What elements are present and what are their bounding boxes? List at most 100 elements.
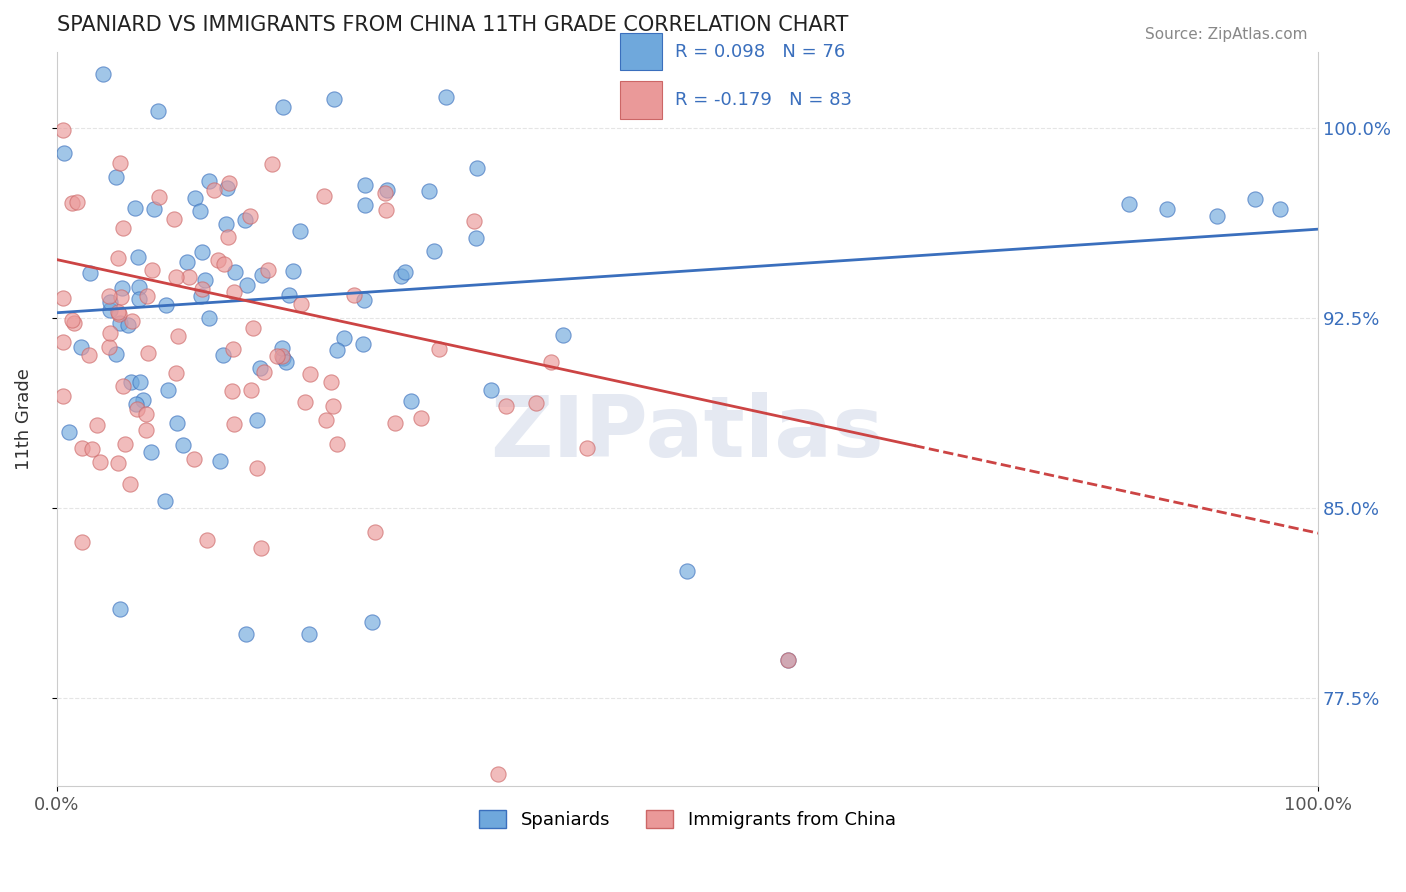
Point xyxy=(374,186,396,200)
Point xyxy=(132,393,155,408)
Point xyxy=(233,212,256,227)
Point xyxy=(271,351,294,366)
Point xyxy=(86,418,108,433)
Point xyxy=(98,302,121,317)
Point xyxy=(198,174,221,188)
Point xyxy=(153,494,176,508)
Point xyxy=(418,184,440,198)
Point xyxy=(179,269,201,284)
Point xyxy=(70,535,93,549)
Point xyxy=(394,265,416,279)
Point xyxy=(236,277,259,292)
Point xyxy=(195,533,218,548)
Point xyxy=(288,224,311,238)
Point xyxy=(183,452,205,467)
Point xyxy=(77,348,100,362)
Point xyxy=(111,220,134,235)
Point xyxy=(215,181,238,195)
Point xyxy=(60,313,83,327)
Point xyxy=(125,397,148,411)
Point xyxy=(218,177,240,191)
Point xyxy=(60,195,83,210)
Y-axis label: 11th Grade: 11th Grade xyxy=(15,368,32,470)
Point xyxy=(128,293,150,307)
Point xyxy=(52,335,75,350)
Point xyxy=(278,288,301,302)
Point xyxy=(98,295,121,310)
Point xyxy=(235,627,257,641)
Point xyxy=(202,183,225,197)
Point xyxy=(107,456,129,470)
Point xyxy=(52,145,75,160)
Point xyxy=(166,417,188,431)
Point xyxy=(82,442,104,457)
Point xyxy=(124,201,146,215)
Point xyxy=(125,402,148,417)
Point xyxy=(224,264,246,278)
Point xyxy=(353,293,375,308)
Point xyxy=(91,67,114,81)
Bar xyxy=(620,33,662,70)
Point xyxy=(70,441,93,455)
Point xyxy=(253,365,276,379)
Point xyxy=(436,90,458,104)
Point xyxy=(321,375,343,389)
Point xyxy=(141,262,163,277)
Point xyxy=(246,461,269,475)
Point xyxy=(167,329,190,343)
Point xyxy=(353,178,375,193)
Point xyxy=(676,564,699,578)
Point xyxy=(315,412,337,426)
Point xyxy=(118,477,141,491)
Point xyxy=(323,92,346,106)
Point xyxy=(290,297,312,311)
Point xyxy=(98,340,121,354)
Point xyxy=(127,250,149,264)
Point xyxy=(384,417,406,431)
Point xyxy=(326,343,349,358)
Point xyxy=(352,337,374,351)
Point xyxy=(217,230,239,244)
Point xyxy=(298,627,321,641)
Point xyxy=(553,328,575,343)
Point xyxy=(239,210,262,224)
Point xyxy=(343,288,366,302)
Point xyxy=(250,268,273,282)
Point xyxy=(298,367,321,381)
Point xyxy=(294,395,316,409)
Point xyxy=(79,266,101,280)
Point xyxy=(465,161,488,176)
Point xyxy=(117,318,139,332)
Point xyxy=(423,244,446,259)
Point xyxy=(191,282,214,296)
Point xyxy=(246,413,269,427)
Point xyxy=(111,281,134,295)
Point xyxy=(249,361,271,376)
Point xyxy=(128,279,150,293)
Text: R = 0.098   N = 76: R = 0.098 N = 76 xyxy=(675,44,845,62)
Point xyxy=(98,326,121,340)
Point xyxy=(524,395,547,409)
Point xyxy=(1270,202,1292,216)
Point xyxy=(465,231,488,245)
Point xyxy=(207,252,229,267)
Point xyxy=(411,411,433,425)
Point xyxy=(52,389,75,403)
Point xyxy=(486,767,509,781)
Point xyxy=(165,367,187,381)
Point xyxy=(135,408,157,422)
Point xyxy=(108,156,131,170)
Point xyxy=(156,383,179,397)
Point xyxy=(172,438,194,452)
Point xyxy=(322,400,344,414)
Point xyxy=(479,383,502,397)
Point xyxy=(121,375,143,389)
Point xyxy=(1244,192,1267,206)
Point xyxy=(184,190,207,204)
Point xyxy=(1118,197,1140,211)
Point xyxy=(1206,210,1229,224)
Text: Source: ZipAtlas.com: Source: ZipAtlas.com xyxy=(1144,27,1308,42)
Point xyxy=(129,376,152,390)
Point xyxy=(239,383,262,397)
Point xyxy=(270,341,292,355)
